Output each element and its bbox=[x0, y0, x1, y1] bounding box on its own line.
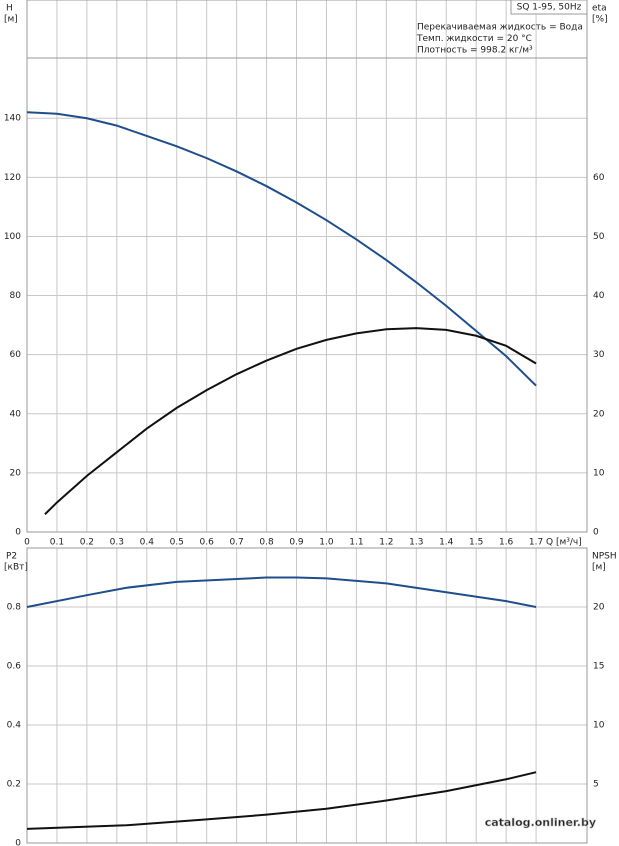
y-axis-label: P2 bbox=[6, 552, 17, 562]
y-tick-label: 40 bbox=[10, 409, 22, 419]
y2-tick-label: 10 bbox=[593, 721, 605, 731]
watermark: catalog.onliner.by bbox=[485, 816, 596, 829]
x-tick-label: 0.3 bbox=[110, 538, 124, 548]
y-tick-label: 0.8 bbox=[7, 603, 22, 613]
y-tick-label: 80 bbox=[10, 291, 22, 301]
y2-tick-label: 40 bbox=[593, 291, 605, 301]
annotation: Плотность = 998.2 кг/м³ bbox=[417, 46, 533, 56]
y2-tick-label: 30 bbox=[593, 350, 605, 360]
y-tick-label: 0.4 bbox=[7, 721, 22, 731]
x-tick-label: 0.8 bbox=[259, 538, 274, 548]
x-tick-label: 0 bbox=[24, 538, 30, 548]
x-tick-label: 1.5 bbox=[469, 538, 483, 548]
y2-tick-label: 50 bbox=[593, 232, 605, 242]
y-tick-label: 100 bbox=[4, 232, 21, 242]
x-tick-label: 1.1 bbox=[349, 538, 363, 548]
x-tick-label: 0.6 bbox=[200, 538, 215, 548]
y-tick-label: 140 bbox=[4, 114, 21, 124]
curve-0 bbox=[26, 576, 537, 608]
x-tick-label: 1.7 bbox=[529, 538, 543, 548]
x-tick-label: 1.3 bbox=[409, 538, 423, 548]
curve-1 bbox=[44, 327, 537, 515]
y2-tick-label: 0 bbox=[593, 528, 599, 538]
curve-1 bbox=[26, 771, 537, 830]
x-tick-label: 0.1 bbox=[50, 538, 64, 548]
x-tick-label: 1.0 bbox=[319, 538, 334, 548]
x-tick-label: 1.4 bbox=[439, 538, 454, 548]
y-tick-label: 0 bbox=[15, 528, 21, 538]
y2-tick-label: 60 bbox=[593, 173, 605, 183]
y2-tick-label: 15 bbox=[593, 662, 604, 672]
x-tick-label: 1.6 bbox=[499, 538, 514, 548]
y-tick-label: 0 bbox=[15, 839, 21, 846]
y-axis-unit: [м] bbox=[4, 15, 18, 25]
y2-axis-unit: [м] bbox=[592, 563, 606, 573]
annotation: Перекачиваемая жидкость = Вода bbox=[417, 23, 583, 33]
y-tick-label: 0.2 bbox=[7, 780, 21, 790]
plot-frame bbox=[26, 547, 588, 844]
y-tick-label: 120 bbox=[4, 173, 21, 183]
annotation: Темп. жидкости = 20 °C bbox=[416, 34, 532, 44]
y2-axis-label: eta bbox=[592, 4, 607, 14]
y2-axis-label: NPSH bbox=[592, 552, 617, 562]
x-tick-label: 0.7 bbox=[229, 538, 243, 548]
y-axis-unit: [кВт] bbox=[4, 563, 28, 573]
x-tick-label: 0.9 bbox=[289, 538, 304, 548]
chart-title: SQ 1-95, 50Hz bbox=[517, 3, 582, 13]
y2-tick-label: 10 bbox=[593, 468, 605, 478]
y2-tick-label: 20 bbox=[593, 409, 605, 419]
plot-frame bbox=[26, 0, 588, 533]
x-tick-label: 1.2 bbox=[379, 538, 393, 548]
x-tick-label: 0.2 bbox=[80, 538, 94, 548]
curve-0 bbox=[26, 111, 537, 387]
y-tick-label: 0.6 bbox=[7, 662, 22, 672]
y2-tick-label: 5 bbox=[593, 780, 599, 790]
x-tick-label: 0.5 bbox=[170, 538, 184, 548]
y2-tick-label: 20 bbox=[593, 603, 605, 613]
x-tick-label: 0.4 bbox=[140, 538, 155, 548]
y-axis-label: H bbox=[6, 4, 13, 14]
y-tick-label: 60 bbox=[10, 350, 22, 360]
title-box bbox=[510, 0, 588, 15]
y-tick-label: 20 bbox=[10, 468, 22, 478]
y2-axis-unit: [%] bbox=[592, 15, 608, 25]
x-axis-label: Q [м³/ч] bbox=[546, 538, 582, 548]
